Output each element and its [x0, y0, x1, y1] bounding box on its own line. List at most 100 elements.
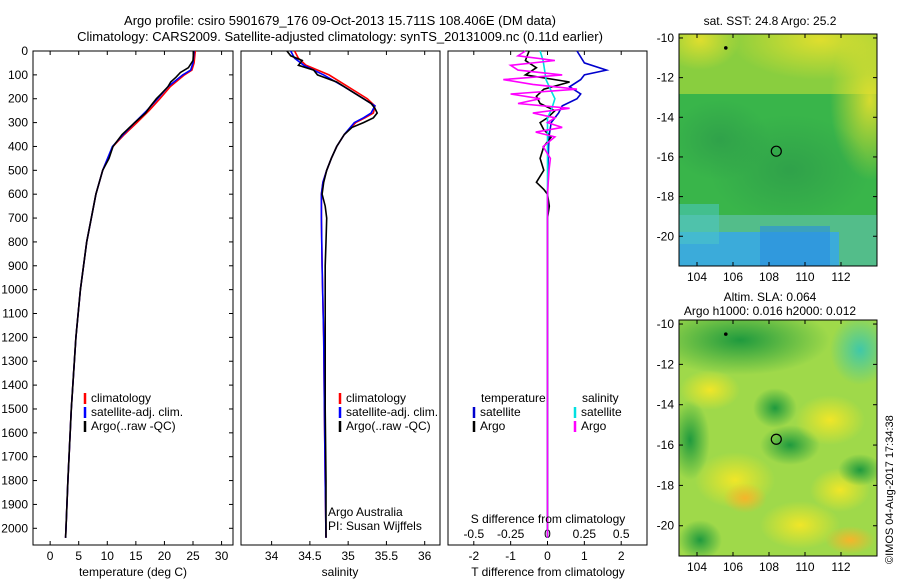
legend-label: climatology [91, 391, 151, 405]
salinity-panel: 34 34.5 35 35.5 36 salinity climatologysatel… [240, 50, 441, 579]
map-x-tick-label: 104 [687, 560, 707, 574]
s-difference-axis-label: S difference from climatology [471, 512, 626, 526]
x-tick-label: 30 [215, 549, 229, 563]
depth-axis: 0 100 200 300 400 500 600 700 800 900 1000 1100 1200… [1, 44, 647, 535]
sst-map: sat. SST: 24.8 Argo: 25.2 104 106 108 110 11… [657, 14, 878, 284]
map-y-tick-label: -14 [657, 398, 675, 412]
t-difference-axis: -2 -1 0 1 2 [468, 51, 625, 563]
depth-tick-label: 800 [8, 235, 28, 249]
depth-tick-label: 500 [8, 163, 28, 177]
depth-tick-label: 1500 [1, 402, 28, 416]
depth-tick-label: 1100 [2, 307, 28, 321]
depth-tick-label: 2000 [1, 521, 28, 535]
map-x-tick-label: 106 [723, 560, 743, 574]
x-tick-label: 0 [47, 549, 54, 563]
s-tick-label: 0.5 [613, 527, 630, 541]
map-y-tick-label: -20 [657, 229, 675, 243]
x-tick-label: 1 [581, 549, 588, 563]
difference-panel: -2 -1 0 1 2 -0.5 -0.25 0 0.25 0.5 S difference f… [447, 50, 648, 579]
sla-map-axes: 104 106 108 110 112 -10 -12 -14 -16 -18 -20 [657, 317, 877, 574]
argo-position-marker [770, 433, 782, 445]
legend-label: Argo [480, 419, 506, 433]
legend-label: climatology [346, 391, 406, 405]
depth-tick-label: 200 [8, 92, 28, 106]
sst-map-field [679, 34, 877, 266]
s-tick-label: -0.25 [497, 527, 525, 541]
sst-map-axes: 104 106 108 110 112 -10 -12 -14 -16 -18 -20 [657, 31, 877, 284]
salinity-plot-frame [240, 50, 441, 546]
x-tick-label: 20 [158, 549, 172, 563]
t-difference-axis-label: T difference from climatology [471, 565, 625, 579]
legend-label: satellite-adj. clim. [91, 405, 183, 419]
legend-label: Argo(..raw -QC) [346, 419, 431, 433]
map-x-tick-label: 108 [759, 270, 779, 284]
temperature-series [64, 50, 197, 538]
owner-annotation: Argo Australia [328, 505, 403, 519]
series-line-s-argo [503, 50, 578, 538]
argo-position-marker [770, 145, 782, 157]
figure-title-line-2: Climatology: CARS2009. Satellite-adjuste… [77, 29, 603, 44]
map-x-tick-label: 110 [795, 270, 814, 284]
map-x-tick-label: 106 [723, 270, 743, 284]
map-y-tick-label: -14 [657, 110, 675, 124]
depth-tick-label: 900 [8, 259, 28, 273]
map-x-tick-label: 112 [831, 270, 850, 284]
sst-map-markers [724, 46, 782, 157]
temperature-axis: 0 5 10 15 20 25 30 [47, 51, 229, 563]
depth-tick-label: 100 [8, 68, 28, 82]
temperature-panel: 0100200300400500600700800900100011001200… [1, 44, 647, 579]
figure-title-line-1: Argo profile: csiro 5901679_176 09-Oct-2… [124, 13, 556, 28]
temperature-plot-frame [32, 50, 234, 546]
map-x-tick-label: 112 [831, 560, 850, 574]
series-line-argo-raw-qc- [64, 50, 195, 538]
x-tick-label: 15 [129, 549, 143, 563]
map-y-tick-label: -10 [657, 31, 675, 45]
depth-tick-label: 700 [8, 211, 28, 225]
x-tick-label: 10 [101, 549, 115, 563]
legend-label: satellite-adj. clim. [346, 405, 438, 419]
legend-title-salinity: salinity [582, 391, 619, 405]
depth-tick-label: 1700 [1, 450, 28, 464]
depth-tick-label: 300 [8, 116, 28, 130]
depth-tick-label: 0 [21, 44, 28, 58]
salinity-axis-label: salinity [322, 565, 359, 579]
depth-tick-label: 600 [8, 187, 28, 201]
difference-legend: temperature salinitysatelliteArgosatellit… [472, 391, 622, 433]
salinity-axis: 34 34.5 35 35.5 36 [265, 51, 432, 563]
map-x-tick-label: 110 [795, 560, 814, 574]
legend-label: Argo(..raw -QC) [91, 419, 176, 433]
x-tick-label: 35.5 [375, 549, 399, 563]
salinity-series [286, 50, 379, 538]
x-tick-label: 34.5 [298, 549, 322, 563]
x-tick-label: 36 [418, 549, 432, 563]
depth-tick-label: 1400 [1, 378, 28, 392]
x-tick-label: 0 [544, 549, 551, 563]
map-x-tick-label: 104 [687, 270, 707, 284]
legend-label: satellite [581, 405, 622, 419]
difference-series [503, 50, 610, 538]
x-tick-label: 5 [75, 549, 82, 563]
x-tick-label: -1 [505, 549, 516, 563]
map-y-tick-label: -16 [657, 438, 675, 452]
map-y-tick-label: -20 [657, 519, 675, 533]
previous-position-marker [724, 332, 728, 336]
map-y-tick-label: -16 [657, 150, 675, 164]
depth-tick-label: 1200 [1, 330, 28, 344]
depth-tick-label: 400 [8, 139, 28, 153]
depth-tick-label: 1900 [1, 497, 28, 511]
depth-tick-label: 1300 [1, 354, 28, 368]
sla-map-field [679, 320, 877, 556]
map-y-tick-label: -18 [657, 190, 675, 204]
temperature-axis-label: temperature (deg C) [79, 565, 187, 579]
series-line-argo-raw-qc- [286, 50, 379, 538]
s-tick-label: -0.5 [463, 527, 484, 541]
x-tick-label: 34 [265, 549, 279, 563]
previous-position-marker [724, 46, 728, 50]
sla-map: Altim. SLA: 0.064 Argo h1000: 0.016 h200… [657, 290, 878, 574]
map-y-tick-label: -12 [657, 71, 675, 85]
x-tick-label: -2 [468, 549, 479, 563]
legend-label: Argo [581, 419, 607, 433]
